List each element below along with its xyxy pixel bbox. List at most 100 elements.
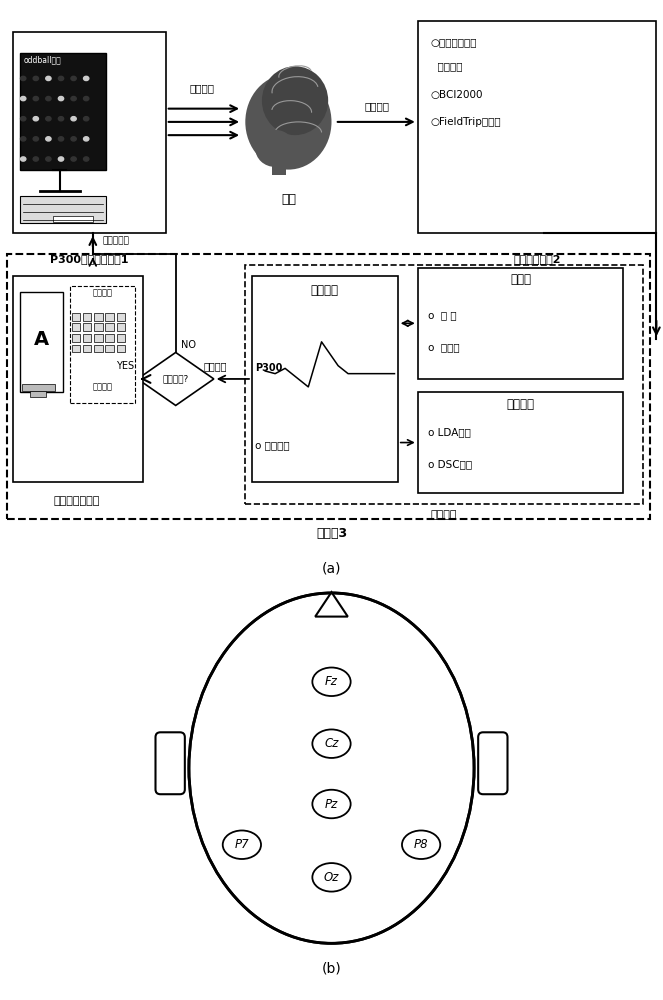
Text: oddball范式: oddball范式	[23, 56, 61, 65]
Ellipse shape	[223, 830, 261, 859]
Circle shape	[21, 96, 26, 101]
Text: 分类识别: 分类识别	[507, 397, 534, 410]
Bar	[418, 392, 623, 493]
Text: 中间结果: 中间结果	[204, 361, 227, 371]
Circle shape	[33, 117, 38, 121]
Text: P300: P300	[255, 363, 282, 373]
Text: YES: YES	[116, 361, 135, 371]
Ellipse shape	[312, 863, 351, 892]
Circle shape	[84, 157, 89, 161]
Circle shape	[71, 137, 76, 141]
Text: 信号采集: 信号采集	[364, 101, 389, 111]
Text: ○BCI2000: ○BCI2000	[431, 90, 483, 100]
Text: NO: NO	[181, 340, 196, 350]
Ellipse shape	[402, 830, 440, 859]
Circle shape	[84, 137, 89, 141]
Circle shape	[21, 76, 26, 81]
Bar	[83, 344, 91, 352]
Bar	[72, 313, 80, 321]
Bar	[117, 323, 125, 331]
Bar	[22, 384, 55, 391]
Bar	[245, 265, 643, 504]
Bar	[105, 323, 114, 331]
Bar	[83, 334, 91, 342]
Circle shape	[21, 157, 26, 161]
Text: o LDA算法: o LDA算法	[428, 427, 471, 437]
Bar	[83, 323, 91, 331]
Text: ○脑电放大器及: ○脑电放大器及	[431, 37, 477, 47]
Circle shape	[33, 137, 38, 141]
Bar	[70, 286, 135, 403]
Bar	[418, 21, 656, 233]
Bar	[83, 313, 91, 321]
Bar	[252, 276, 398, 482]
Polygon shape	[315, 592, 348, 617]
Text: Cz: Cz	[324, 737, 339, 750]
Text: o DSC阈值: o DSC阈值	[428, 459, 472, 469]
Circle shape	[46, 137, 51, 141]
Ellipse shape	[312, 668, 351, 696]
Text: o 相干平均: o 相干平均	[255, 440, 290, 450]
Text: 脑电采集系统2: 脑电采集系统2	[513, 254, 561, 264]
Bar	[72, 344, 80, 352]
Text: 指令控制: 指令控制	[92, 289, 112, 298]
Circle shape	[21, 117, 26, 121]
Text: 自适应编码: 自适应编码	[103, 237, 130, 246]
Ellipse shape	[262, 66, 328, 135]
Circle shape	[71, 96, 76, 101]
Text: ○FieldTrip工具包: ○FieldTrip工具包	[431, 117, 502, 127]
Text: 特征提取: 特征提取	[311, 284, 339, 297]
Bar	[117, 344, 125, 352]
Ellipse shape	[312, 790, 351, 818]
Bar	[272, 154, 286, 175]
Bar	[117, 313, 125, 321]
Circle shape	[58, 157, 64, 161]
Text: 信号处理: 信号处理	[431, 510, 457, 520]
Bar	[53, 216, 93, 222]
Circle shape	[71, 157, 76, 161]
Bar	[30, 391, 46, 397]
Bar	[13, 32, 166, 233]
Bar	[13, 276, 143, 482]
Text: (a): (a)	[322, 562, 341, 576]
Text: P8: P8	[414, 838, 428, 851]
Circle shape	[84, 96, 89, 101]
Circle shape	[58, 137, 64, 141]
Bar	[418, 268, 623, 379]
FancyBboxPatch shape	[156, 732, 185, 794]
Text: o  滤 波: o 滤 波	[428, 310, 456, 320]
Circle shape	[71, 117, 76, 121]
Circle shape	[58, 76, 64, 81]
Text: A: A	[34, 330, 49, 349]
Text: 计算机3: 计算机3	[316, 527, 347, 540]
Text: 预处理: 预处理	[510, 273, 531, 286]
Bar	[105, 334, 114, 342]
Circle shape	[33, 157, 38, 161]
Text: 达到阈值?: 达到阈值?	[162, 374, 189, 383]
Text: P7: P7	[235, 838, 249, 851]
Circle shape	[21, 137, 26, 141]
Text: 指令控制和显示: 指令控制和显示	[53, 496, 99, 506]
Bar	[20, 196, 106, 223]
Ellipse shape	[312, 729, 351, 758]
Circle shape	[58, 96, 64, 101]
Text: o  降采样: o 降采样	[428, 342, 459, 352]
Circle shape	[71, 76, 76, 81]
Bar	[72, 334, 80, 342]
Text: Oz: Oz	[324, 871, 339, 884]
Bar	[7, 254, 650, 519]
Text: 用户: 用户	[281, 193, 296, 206]
FancyBboxPatch shape	[478, 732, 507, 794]
Text: 采集软件: 采集软件	[431, 61, 463, 71]
Text: Fz: Fz	[325, 675, 338, 688]
Circle shape	[33, 96, 38, 101]
Ellipse shape	[245, 74, 332, 170]
Bar	[117, 334, 125, 342]
Text: P300视觉刺激装置1: P300视觉刺激装置1	[50, 254, 129, 264]
Bar	[105, 313, 114, 321]
Polygon shape	[138, 352, 213, 405]
Bar	[94, 344, 103, 352]
Circle shape	[46, 96, 51, 101]
Circle shape	[46, 117, 51, 121]
Bar	[20, 292, 63, 392]
